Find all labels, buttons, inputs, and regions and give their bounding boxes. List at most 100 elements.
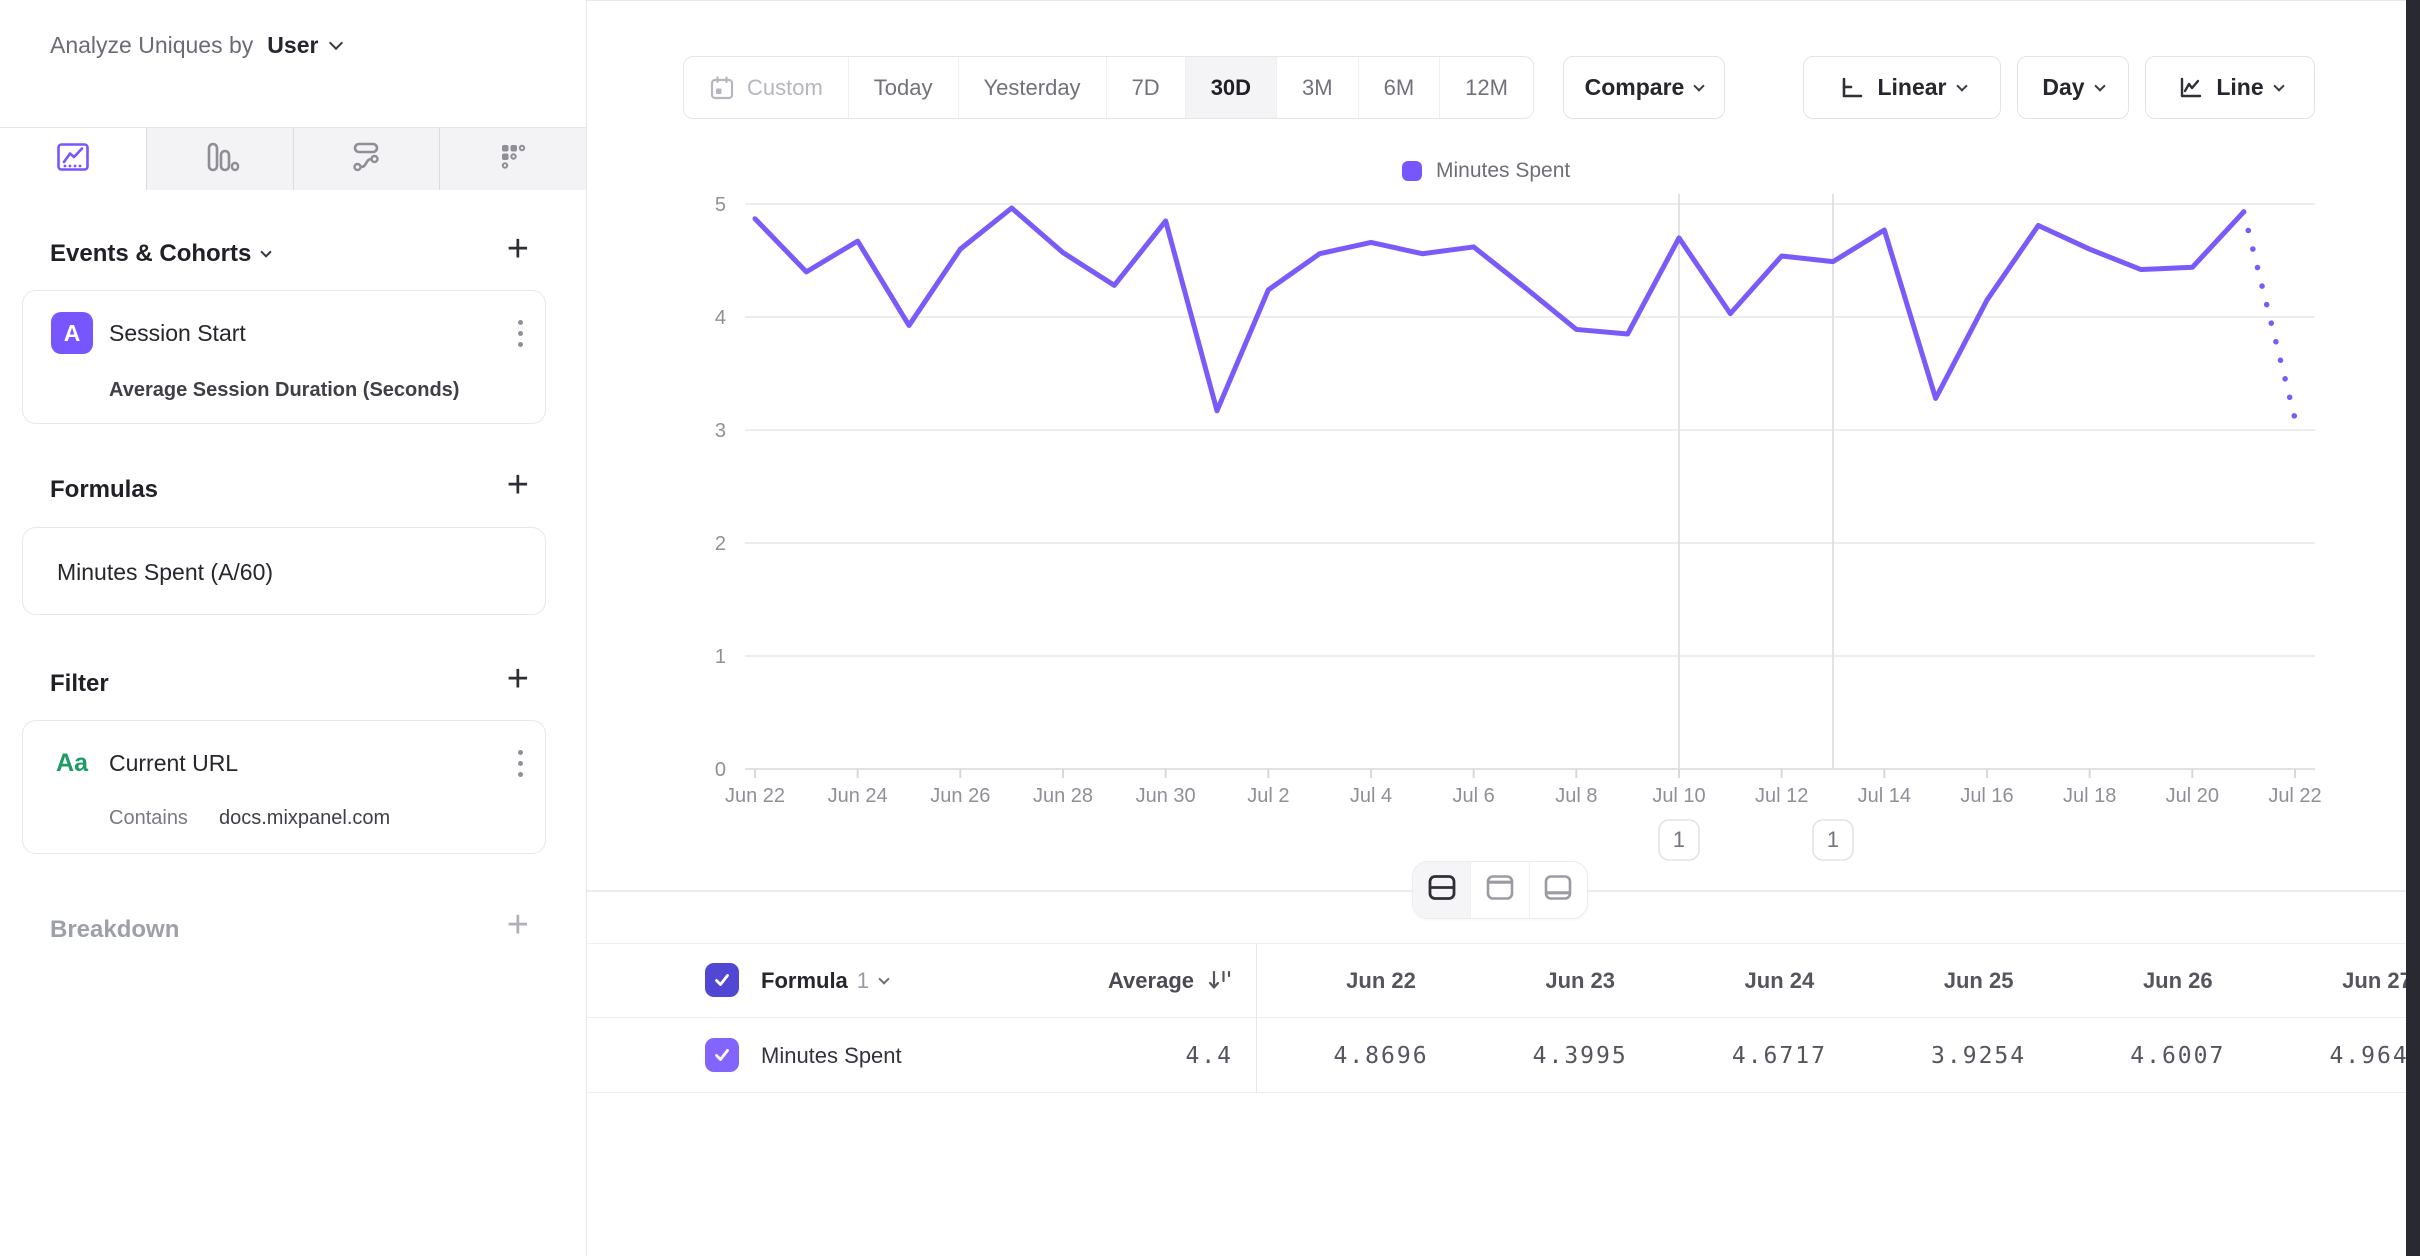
x-axis-label: Jul 18 (2063, 785, 2116, 807)
x-axis-label: Jul 10 (1652, 785, 1705, 807)
legend-swatch (1402, 161, 1422, 181)
chevron-down-icon (329, 35, 344, 50)
event-name[interactable]: Session Start (109, 319, 246, 346)
annotation-chip[interactable]: 1 (1812, 819, 1854, 861)
bar-chart-icon (200, 137, 240, 182)
date-range-yesterday[interactable]: Yesterday (957, 57, 1106, 118)
results-table: Formula 1 Average Jun 22 Jun 23 Jun 24 Jun … (587, 943, 2420, 1093)
series-line[interactable] (752, 205, 2247, 414)
y-axis-label: 2 (715, 533, 726, 555)
chevron-down-icon (260, 246, 273, 258)
table-column-divider (1256, 944, 1257, 1093)
event-aggregation[interactable]: Average Session Duration (Seconds) (109, 379, 460, 401)
filter-property-name[interactable]: Current URL (109, 749, 239, 776)
formula-column-header[interactable]: Formula 1 (761, 943, 890, 1018)
filter-operator[interactable]: Contains (109, 807, 188, 829)
tab-funnels[interactable] (145, 128, 293, 190)
add-breakdown-button[interactable]: + (506, 904, 529, 946)
formula-card[interactable]: Minutes Spent (A/60) (22, 527, 546, 615)
filter-card[interactable]: Aa Current URL Contains docs.mixpanel.co… (22, 720, 546, 854)
date-column-header: Jun 27 (2342, 967, 2412, 993)
calendar-icon (709, 75, 735, 101)
x-axis-label: Jul 16 (1960, 785, 2013, 807)
x-axis-label: Jul 2 (1247, 785, 1289, 807)
value-cell: 4.9640 (2329, 1042, 2420, 1069)
top-hairline (0, 0, 2420, 1)
y-axis-label: 3 (715, 420, 726, 442)
filter-heading: Filter (50, 670, 109, 697)
flows-icon (346, 137, 386, 182)
chart-type-dropdown[interactable]: Line (2145, 56, 2315, 119)
date-range-custom[interactable]: Custom (684, 57, 848, 118)
insights-line-chart-icon (53, 137, 93, 182)
value-cell: 4.6717 (1731, 1042, 1827, 1069)
split-view-button[interactable] (1413, 862, 1471, 918)
table-row: Minutes Spent 4.4 4.8696 4.3995 4.6717 3.92… (587, 1018, 2420, 1093)
chevron-down-icon (1693, 79, 1706, 92)
date-range-selector: Custom Today Yesterday 7D 30D 3M 6M 12M (683, 56, 1534, 119)
granularity-dropdown[interactable]: Day (2017, 56, 2129, 119)
more-options-icon[interactable] (518, 317, 523, 350)
events-cohorts-heading[interactable]: Events & Cohorts (50, 240, 540, 268)
date-range-12m[interactable]: 12M (1439, 57, 1533, 118)
add-event-button[interactable]: + (506, 228, 529, 270)
tab-flows[interactable] (292, 128, 440, 190)
date-range-today[interactable]: Today (847, 57, 958, 118)
x-axis-label: Jul 6 (1453, 785, 1495, 807)
x-axis-label: Jul 14 (1858, 785, 1911, 807)
select-all-checkbox[interactable] (705, 963, 739, 997)
annotation-chip[interactable]: 1 (1658, 819, 1700, 861)
tab-retention[interactable] (439, 128, 586, 190)
date-range-7d[interactable]: 7D (1105, 57, 1185, 118)
value-cell: 4.8696 (1333, 1042, 1429, 1069)
x-axis-label: Jul 20 (2166, 785, 2219, 807)
date-range-3m[interactable]: 3M (1276, 57, 1358, 118)
chart-legend: Minutes Spent (1402, 159, 1570, 183)
retention-grid-icon (493, 137, 533, 182)
x-axis-label: Jul 8 (1555, 785, 1597, 807)
chart-bottom-view-button[interactable] (1528, 862, 1587, 918)
event-letter-badge: A (51, 312, 93, 354)
linear-axis-icon (1838, 75, 1864, 101)
x-axis-label: Jun 30 (1136, 785, 1196, 807)
chevron-down-icon (1955, 79, 1968, 92)
add-filter-button[interactable]: + (506, 658, 529, 700)
value-cell: 4.3995 (1532, 1042, 1628, 1069)
line-chart-icon (2177, 75, 2203, 101)
series-line-incomplete (2240, 209, 2298, 422)
line-chart[interactable]: 0 1 2 3 4 5 Jun 22 Jun 24 Jun 26 Jun 28 Jun 30 Jul … (586, 130, 2406, 870)
query-builder-sidebar: Analyze Uniques by User (0, 0, 587, 1256)
window-edge-bar (2406, 0, 2420, 1256)
date-column-header: Jun 24 (1744, 967, 1815, 993)
add-formula-button[interactable]: + (506, 464, 529, 506)
x-axis-label: Jun 24 (828, 785, 888, 807)
date-range-30d[interactable]: 30D (1184, 57, 1277, 118)
y-axis-scale-dropdown[interactable]: Linear (1803, 56, 2001, 119)
event-card[interactable]: A Session Start Average Session Duration… (22, 290, 546, 424)
legend-series-name: Minutes Spent (1436, 159, 1571, 182)
value-cell: 4.6007 (2130, 1042, 2226, 1069)
formula-expression[interactable]: Minutes Spent (A/60) (57, 558, 274, 585)
compare-button[interactable]: Compare (1563, 56, 1725, 119)
x-axis-label: Jul 22 (2268, 785, 2321, 807)
breakdown-heading: Breakdown (50, 916, 180, 943)
series-checkbox[interactable] (705, 1038, 739, 1072)
value-cell: 3.9254 (1931, 1042, 2027, 1069)
x-axis-label: Jul 12 (1755, 785, 1808, 807)
more-options-icon[interactable] (518, 747, 523, 780)
date-column-header: Jun 25 (1943, 967, 2014, 993)
average-value-cell: 4.4 (1185, 1042, 1233, 1069)
date-range-6m[interactable]: 6M (1357, 57, 1440, 118)
series-name-cell[interactable]: Minutes Spent (761, 1042, 902, 1068)
y-axis-label: 4 (715, 307, 726, 329)
analyze-by-dropdown[interactable]: User (267, 32, 344, 59)
chevron-down-icon (2272, 79, 2285, 92)
analyze-uniques-row: Analyze Uniques by User (50, 32, 344, 59)
chart-bottom-view-icon (1543, 874, 1573, 906)
tab-insights[interactable] (0, 128, 146, 190)
average-column-header[interactable]: Average (887, 943, 1233, 1018)
chart-top-view-button[interactable] (1470, 862, 1528, 918)
filter-value[interactable]: docs.mixpanel.com (219, 807, 391, 829)
analyze-uniques-label: Analyze Uniques by (50, 32, 254, 58)
